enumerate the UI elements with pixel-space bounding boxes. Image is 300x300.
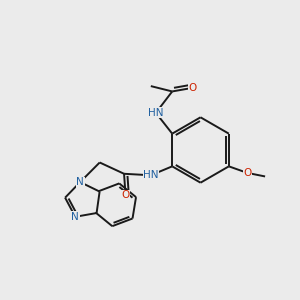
Text: N: N <box>76 177 84 187</box>
Text: O: O <box>188 83 196 93</box>
Text: N: N <box>71 212 79 222</box>
Text: O: O <box>243 168 251 178</box>
Text: O: O <box>122 190 130 200</box>
Text: HN: HN <box>148 108 164 118</box>
Text: HN: HN <box>143 170 159 180</box>
